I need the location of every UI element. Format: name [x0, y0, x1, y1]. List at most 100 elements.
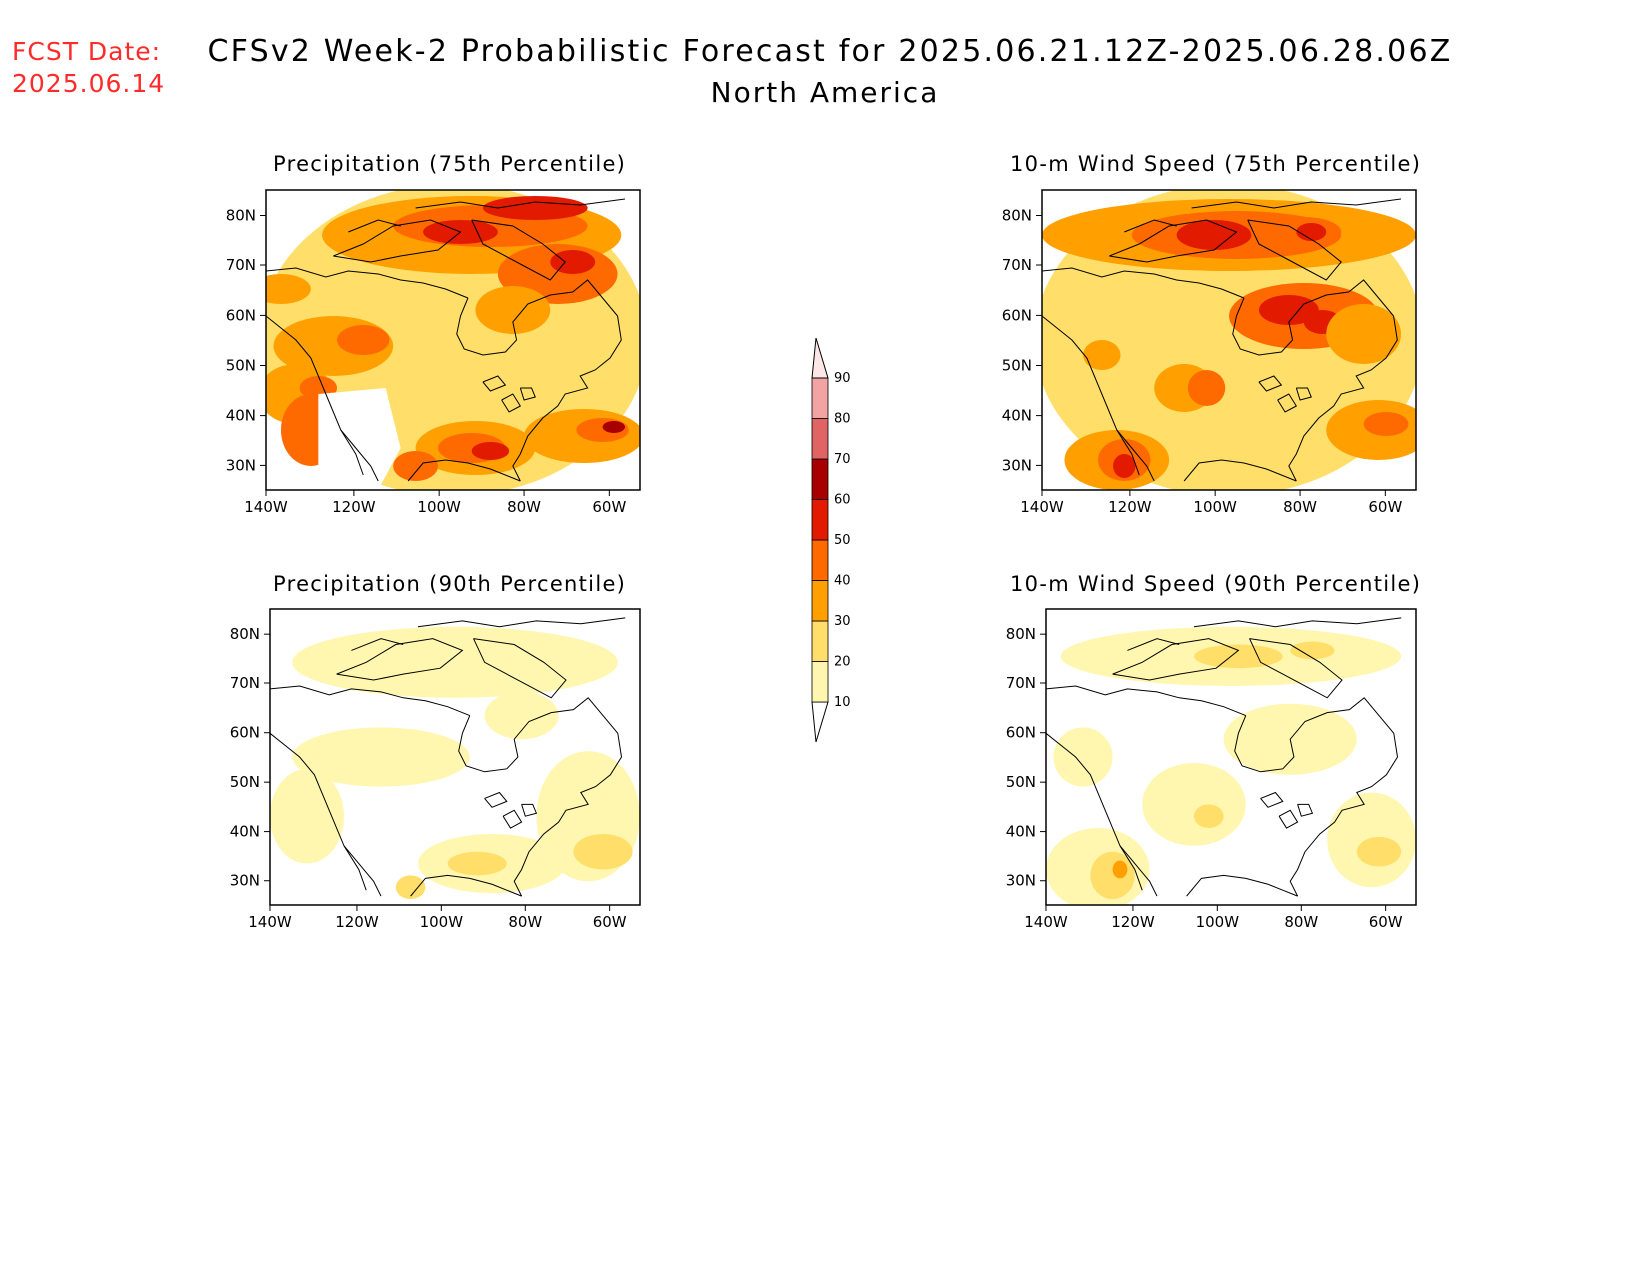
coastline: [1119, 845, 1143, 891]
lon-tick-label: 140W: [244, 498, 288, 516]
lat-tick-label: 40N: [1002, 407, 1032, 425]
lon-tick-label: 60W: [1369, 913, 1403, 931]
coastline: [502, 809, 523, 829]
colorbar-label: 10: [834, 695, 851, 710]
lat-tick-label: 60N: [1002, 306, 1032, 324]
colorbar-label: 80: [834, 412, 851, 427]
coastline: [1249, 638, 1343, 699]
colorbar: 10 20 30 40 50 60 70 80 90: [811, 337, 851, 743]
lon-tick-label: 120W: [1108, 498, 1152, 516]
probability-region: [1053, 727, 1113, 787]
coastline: [456, 279, 618, 356]
colorbar-swatch: [811, 499, 829, 541]
coastline-layer: [1046, 617, 1402, 897]
coastline: [417, 617, 626, 628]
lon-tick-label: 80W: [508, 913, 542, 931]
map-precip-75: 80N 70N 60N 50N 40N 30N 140W 120W 100W 80W 60W: [226, 189, 641, 516]
lat-tick-label: 50N: [230, 773, 260, 791]
colorbar-swatch: [811, 539, 829, 581]
lat-tick-label: 50N: [1006, 773, 1036, 791]
coastline: [1260, 791, 1284, 808]
coastline: [1258, 375, 1283, 392]
panel-title: 10-m Wind Speed (90th Percentile): [1010, 572, 1422, 596]
panel-title: Precipitation (75th Percentile): [273, 152, 627, 176]
probability-region: [550, 250, 596, 274]
fcst-date-block: FCST Date: 2025.06.14: [12, 36, 165, 100]
probability-region: [447, 851, 507, 876]
probability-region: [1083, 340, 1121, 370]
lon-tick-label: 100W: [417, 498, 461, 516]
colorbar-label: 40: [834, 574, 851, 589]
coastline: [348, 219, 401, 233]
probability-region: [1258, 295, 1319, 325]
map-precip-90: 80N 70N 60N 50N 40N 30N 140W 120W 100W 80W 60W: [230, 608, 641, 931]
lon-tick-label: 120W: [332, 498, 376, 516]
coastline-layer: [266, 198, 626, 482]
lon-tick-label: 120W: [1111, 913, 1155, 931]
probability-region: [471, 442, 510, 460]
shading-layer: [1046, 609, 1416, 905]
panel-title: Precipitation (90th Percentile): [273, 572, 627, 596]
lat-tick-label: 60N: [1006, 724, 1036, 742]
coastline: [1288, 315, 1398, 482]
map-frame: [1041, 189, 1417, 491]
fcst-date-label: FCST Date:: [12, 37, 162, 66]
coastline: [333, 219, 462, 263]
probability-region: [1176, 220, 1252, 250]
shading-layer: [270, 609, 640, 905]
coastline: [1234, 697, 1395, 773]
coastline-layer: [270, 617, 626, 897]
probability-region: [573, 833, 633, 870]
colorbar-upper-extension: [811, 337, 829, 379]
coastline: [415, 198, 626, 209]
colorbar-swatch: [811, 661, 829, 703]
lat-tick-label: 40N: [230, 823, 260, 841]
colorbar-lower-extension: [811, 701, 829, 743]
lon-tick-label: 60W: [592, 498, 626, 516]
colorbar-label: 30: [834, 614, 851, 629]
coastline: [519, 387, 536, 401]
probability-region: [475, 286, 551, 334]
probability-region: [602, 421, 626, 433]
coastline: [471, 219, 566, 281]
colorbar-label: 70: [834, 452, 851, 467]
coastline: [1109, 219, 1238, 263]
map-wind-90: 80N 70N 60N 50N 40N 30N 140W 120W 100W 80W 60W: [1006, 608, 1417, 931]
lon-tick-label: 100W: [420, 913, 464, 931]
probability-region: [1194, 804, 1224, 829]
colorbar-label: 50: [834, 533, 851, 548]
lat-tick-label: 30N: [226, 456, 256, 474]
coastline: [1116, 429, 1140, 476]
coastline: [1042, 267, 1245, 299]
coastline: [1277, 393, 1298, 413]
shading-layer: [266, 190, 640, 490]
probability-region: [1356, 836, 1402, 867]
coastline: [1124, 219, 1177, 233]
lat-tick-label: 30N: [230, 872, 260, 890]
lat-tick-label: 30N: [1006, 872, 1036, 890]
coastline: [270, 685, 470, 717]
probability-region: [1187, 370, 1226, 406]
figure-title: CFSv2 Week-2 Probabilistic Forecast for …: [207, 34, 1453, 69]
lat-tick-label: 80N: [1006, 625, 1036, 643]
coastline: [484, 791, 508, 808]
coastline: [1112, 638, 1240, 681]
probability-region: [337, 325, 390, 355]
lon-tick-label: 100W: [1196, 913, 1240, 931]
probability-region: [1112, 860, 1128, 879]
lon-tick-label: 60W: [1368, 498, 1402, 516]
lon-tick-label: 80W: [1284, 913, 1318, 931]
map-frame: [265, 189, 641, 491]
probability-region: [484, 691, 559, 740]
coastline: [1247, 219, 1342, 281]
coastline: [458, 697, 619, 773]
probability-region: [393, 451, 439, 481]
colorbar-label: 20: [834, 655, 851, 670]
lat-tick-label: 60N: [226, 306, 256, 324]
coastline: [1193, 617, 1402, 628]
colorbar-label: 90: [834, 371, 851, 386]
panel-title: 10-m Wind Speed (75th Percentile): [1010, 152, 1422, 176]
coastline: [512, 315, 622, 482]
coastline: [336, 638, 464, 681]
colorbar-swatch: [811, 377, 829, 419]
